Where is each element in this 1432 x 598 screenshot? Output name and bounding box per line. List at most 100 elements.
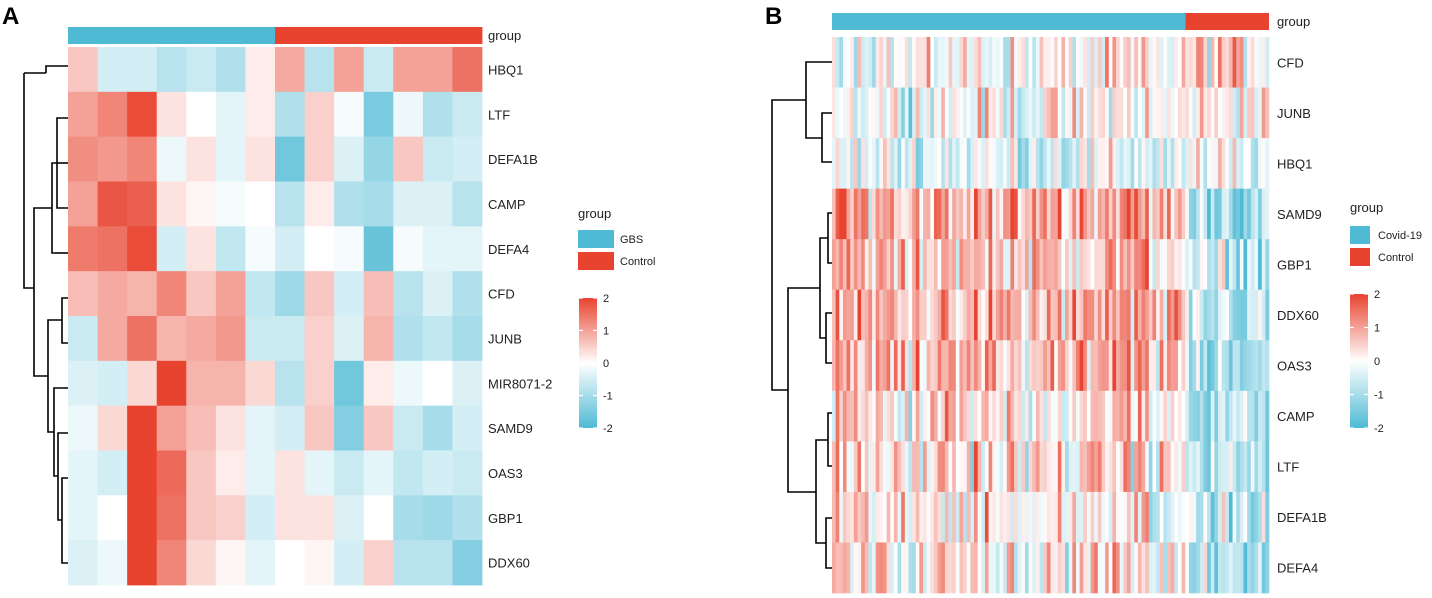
heatmap-cell [1141, 37, 1146, 88]
heatmap-cell [1028, 239, 1033, 291]
heatmap-cell [1025, 340, 1029, 392]
panel-a-dendrogram [23, 65, 68, 564]
heatmap-cell [1035, 491, 1040, 543]
heatmap-cell [1174, 340, 1179, 392]
heatmap-cell [853, 542, 858, 594]
heatmap-cell [952, 188, 957, 240]
heatmap-cell [1247, 542, 1252, 594]
heatmap-cell [908, 491, 913, 543]
panel-a-legend-label-control: Control [620, 256, 655, 268]
heatmap-cell [186, 495, 217, 541]
heatmap-cell [186, 181, 217, 227]
heatmap-cell [930, 87, 935, 139]
heatmap-cell [1065, 138, 1070, 189]
gene-label: GBP1 [1277, 257, 1312, 272]
heatmap-cell [1192, 390, 1197, 442]
heatmap-cell [1152, 239, 1157, 291]
heatmap-cell [127, 495, 158, 541]
heatmap-cell [393, 136, 424, 182]
heatmap-cell [882, 491, 887, 543]
heatmap-cell [988, 441, 993, 493]
heatmap-cell [875, 239, 880, 291]
heatmap-cell [1232, 188, 1237, 240]
heatmap-cell [1039, 340, 1044, 392]
heatmap-cell [908, 37, 913, 88]
heatmap-cell [1065, 491, 1070, 543]
heatmap-cell [1137, 289, 1142, 341]
heatmap-cell [1043, 239, 1048, 291]
heatmap-cell [422, 540, 453, 586]
heatmap-cell [127, 450, 158, 496]
heatmap-cell [948, 340, 953, 392]
heatmap-cell [422, 91, 453, 138]
heatmap-cell [897, 542, 902, 594]
heatmap-cell [912, 441, 917, 493]
heatmap-cell [1261, 441, 1266, 493]
heatmap-cell [1185, 188, 1190, 240]
heatmap-cell [1006, 542, 1011, 594]
heatmap-cell [850, 340, 855, 392]
heatmap-cell [1079, 390, 1084, 442]
heatmap-cell [864, 441, 869, 493]
heatmap-cell [1254, 441, 1259, 493]
heatmap-cell [1174, 37, 1179, 88]
panel-a: A group HBQ1LTFDEFA1BCAMPDEFA4CFDJUNBMIR… [2, 3, 655, 586]
heatmap-cell [835, 542, 840, 594]
heatmap-cell [215, 91, 246, 138]
heatmap-cell [1021, 138, 1026, 189]
heatmap-cell [948, 390, 953, 442]
heatmap-cell [919, 441, 924, 493]
heatmap-cell [1021, 390, 1026, 442]
heatmap-cell [1156, 289, 1161, 341]
heatmap-cell [864, 542, 869, 594]
heatmap-cell [275, 405, 305, 451]
heatmap-cell [970, 542, 975, 594]
heatmap-cell [974, 87, 978, 139]
heatmap-cell [850, 37, 855, 88]
heatmap-cell [1181, 390, 1186, 442]
heatmap-cell [904, 340, 909, 392]
heatmap-cell [933, 491, 938, 543]
heatmap-cell [839, 138, 844, 189]
heatmap-cell [1210, 138, 1215, 189]
heatmap-cell [363, 540, 394, 586]
heatmap-cell [304, 91, 335, 138]
heatmap-cell [1141, 542, 1146, 594]
heatmap-cell [857, 188, 862, 240]
heatmap-cell [1050, 138, 1055, 189]
heatmap-cell [915, 289, 920, 341]
panel-a-heatmap-cells [68, 47, 483, 586]
heatmap-cell [1079, 542, 1084, 594]
heatmap-cell [1072, 491, 1077, 543]
panel-b-legend-title: group [1350, 200, 1383, 215]
heatmap-cell [1188, 340, 1193, 392]
heatmap-cell [1119, 37, 1124, 88]
heatmap-cell [1210, 390, 1215, 442]
heatmap-cell [1108, 441, 1113, 493]
heatmap-cell [1054, 441, 1059, 493]
heatmap-cell [1232, 37, 1237, 88]
heatmap-cell [97, 450, 128, 496]
heatmap-cell [1134, 441, 1139, 493]
heatmap-cell [1119, 390, 1124, 442]
heatmap-cell [363, 136, 394, 182]
heatmap-cell [1025, 542, 1029, 594]
heatmap-cell [1065, 87, 1070, 139]
heatmap-cell [923, 87, 927, 139]
heatmap-cell [1228, 239, 1233, 291]
heatmap-cell [1239, 188, 1244, 240]
heatmap-cell [912, 390, 917, 442]
heatmap-cell [1188, 441, 1193, 493]
group-bar-segment [422, 27, 453, 44]
heatmap-cell [868, 37, 873, 88]
heatmap-cell [215, 360, 246, 407]
heatmap-cell [1214, 542, 1219, 594]
heatmap-cell [1068, 491, 1073, 543]
heatmap-cell [893, 239, 898, 291]
heatmap-cell [882, 239, 887, 291]
heatmap-cell [97, 91, 128, 138]
heatmap-cell [1174, 138, 1179, 189]
heatmap-cell [363, 360, 394, 407]
heatmap-cell [393, 495, 424, 541]
heatmap-cell [839, 37, 844, 88]
